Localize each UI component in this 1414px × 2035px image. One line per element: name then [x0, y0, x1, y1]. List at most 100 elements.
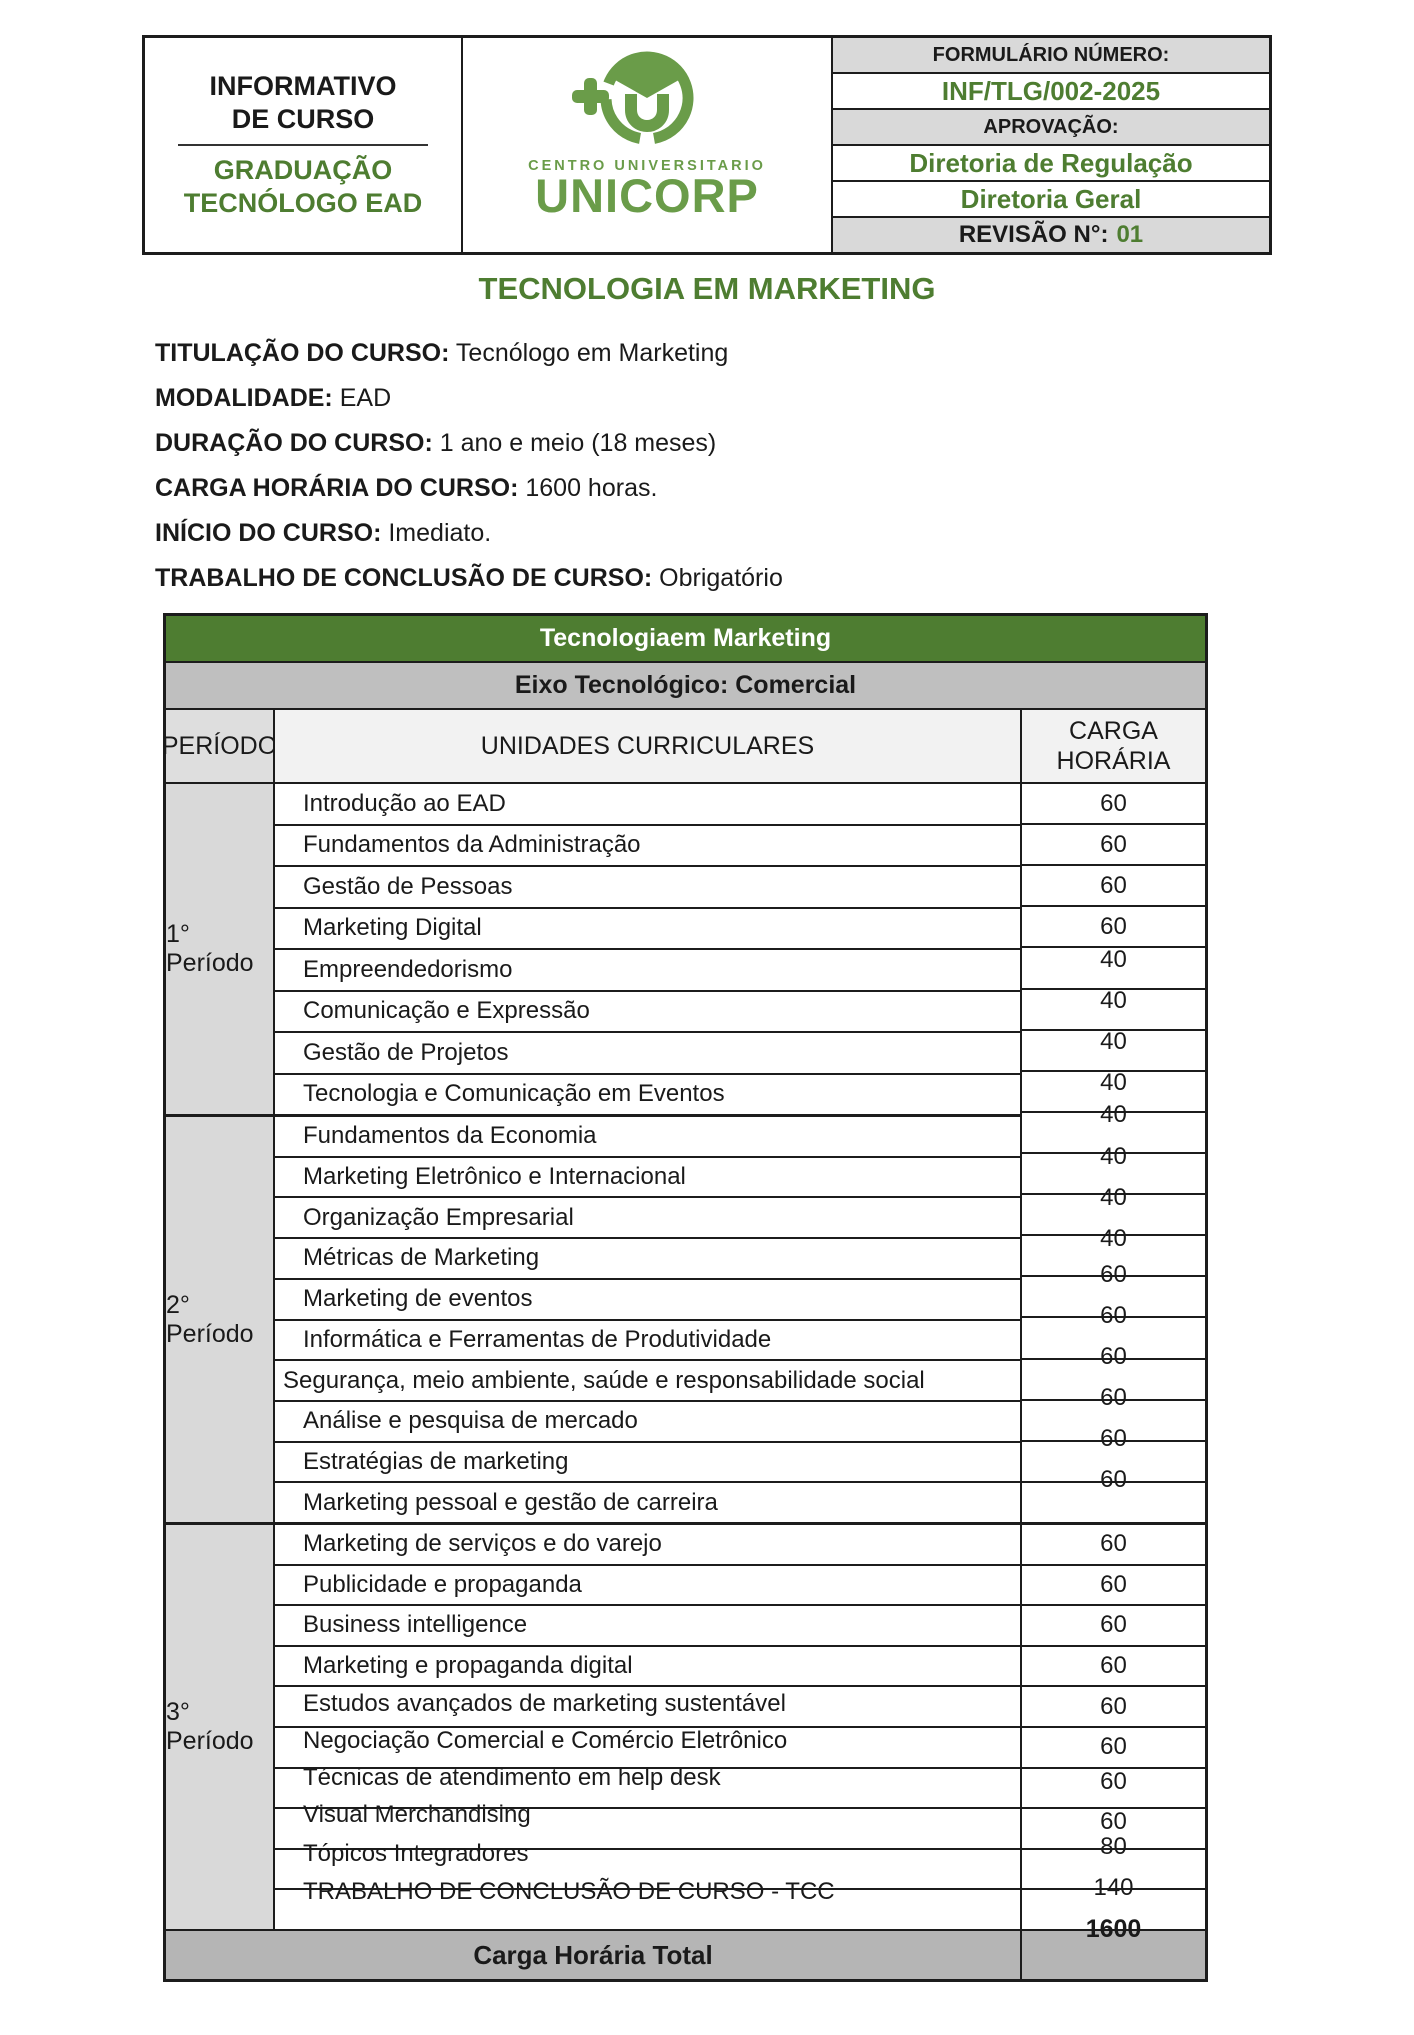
hours-cell: 60 [1022, 1685, 1205, 1726]
logo-subtitle: CENTRO UNIVERSITARIO [528, 158, 766, 174]
hours-value: 80 [1100, 1833, 1127, 1861]
subject-label: Técnicas de atendimento em help desk [303, 1763, 721, 1791]
curriculum-banner: Tecnologiaem Marketing [166, 616, 1205, 661]
hours-cell: 60 [1022, 864, 1205, 905]
subject-row: Marketing e propaganda digital [275, 1644, 1020, 1686]
subject-row: Tópicos Integradores [275, 1840, 1020, 1889]
info-label: TRABALHO DE CONCLUSÃO DE CURSO: [155, 564, 653, 592]
hours-cell: 40 [1022, 946, 1205, 987]
subject-row: Análise e pesquisa de mercado [275, 1399, 1020, 1441]
curriculum-axis-row: Eixo Tecnológico: Comercial [166, 661, 1205, 708]
period-column: 1° Período 2° Período 3° Período [166, 784, 275, 1929]
info-label: INÍCIO DO CURSO: [155, 519, 382, 547]
info-value: Tecnólogo em Marketing [455, 339, 729, 367]
period-cell-3: 3° Período [166, 1522, 273, 1929]
hours-cell: 60 [1022, 1425, 1205, 1481]
info-label: MODALIDADE: [155, 384, 333, 412]
subject-label: Gestão de Pessoas [303, 872, 513, 900]
subject-row: Métricas de Marketing [275, 1237, 1020, 1278]
hours-cell: 60 [1022, 1807, 1205, 1848]
hours-value: 60 [1100, 1466, 1127, 1494]
header-left-cell: INFORMATIVO DE CURSO GRADUAÇÃO TECNÓLOGO… [145, 38, 463, 252]
subject-row: Visual Merchandising [275, 1801, 1020, 1848]
header-doc-type-line2: DE CURSO [231, 104, 375, 134]
hours-cell: 60 [1022, 905, 1205, 946]
curriculum-body: 1° Período 2° Período 3° Período Introduçã… [166, 782, 1205, 1929]
hours-cell: 40 [1022, 1101, 1205, 1152]
info-line-1: MODALIDADE: EAD [155, 376, 1414, 421]
subject-row: TRABALHO DE CONCLUSÃO DE CURSO - TCC [275, 1878, 1020, 1929]
header-form-cell: FORMULÁRIO NÚMERO: INF/TLG/002-2025 APRO… [833, 38, 1269, 252]
form-approval-value2: Diretoria Geral [960, 183, 1142, 214]
column-header-carga-horaria: CARGA HORÁRIA [1022, 710, 1205, 782]
subject-label: Estratégias de marketing [303, 1447, 569, 1475]
subject-label: Segurança, meio ambiente, saúde e respon… [283, 1366, 925, 1394]
header-logo-cell: CENTRO UNIVERSITARIO UNICORP [463, 38, 833, 252]
info-label: DURAÇÃO DO CURSO: [155, 429, 433, 457]
subject-label: Business intelligence [303, 1611, 528, 1639]
subject-row: Organização Empresarial [275, 1196, 1020, 1237]
hours-cell: 140 [1022, 1874, 1205, 1929]
hours-value: 60 [1100, 912, 1127, 940]
subject-row: Introdução ao EAD [275, 784, 1020, 824]
info-value: 1 ano e meio (18 meses) [439, 429, 717, 457]
hours-block-periods-1-2: 60 60 60 60 40 40 40 40 40 40 40 40 60 60 60 60 60 60 [1022, 784, 1205, 1522]
hours-value: 40 [1100, 1224, 1127, 1252]
curriculum-table: Tecnologiaem Marketing Eixo Tecnológico:… [162, 613, 1208, 1982]
subject-row: Publicidade e propaganda [275, 1563, 1020, 1605]
subject-label: Tópicos Integradores [303, 1840, 529, 1868]
form-number-value-row: INF/TLG/002-2025 [833, 72, 1269, 108]
form-revision-value: 01 [1116, 221, 1144, 248]
subject-row: Business intelligence [275, 1604, 1020, 1645]
subject-row: Estudos avançados de marketing sustentáv… [275, 1685, 1020, 1726]
page-title: TECNOLOGIA EM MARKETING [478, 271, 936, 306]
info-line-3: CARGA HORÁRIA DO CURSO: 1600 horas. [155, 466, 1414, 511]
subject-label: Marketing pessoal e gestão de carreira [303, 1488, 718, 1516]
subject-row: Estratégias de marketing [275, 1440, 1020, 1482]
subject-label: Comunicação e Expressão [303, 997, 590, 1025]
subject-label: Marketing Eletrônico e Internacional [303, 1163, 686, 1191]
hours-cell: 60 [1022, 1384, 1205, 1440]
hours-value: 40 [1100, 1183, 1127, 1211]
subject-row: Marketing de eventos [275, 1277, 1020, 1319]
subject-row: Marketing pessoal e gestão de carreira [275, 1481, 1020, 1522]
subject-row: Fundamentos da Economia [275, 1117, 1020, 1156]
subject-label: Fundamentos da Economia [303, 1122, 597, 1150]
form-revision-label: REVISÃO N°: [958, 221, 1109, 248]
hours-cell: 60 [1022, 1604, 1205, 1645]
subject-row: Empreendedorismo [275, 948, 1020, 990]
subject-row: Negociação Comercial e Comércio Eletrôni… [275, 1725, 1020, 1767]
hours-cell: 60 [1022, 1766, 1205, 1808]
hours-value: 60 [1100, 1343, 1127, 1371]
hours-value: 40 [1100, 987, 1127, 1015]
hours-cell: 60 [1022, 1343, 1205, 1399]
subjects-block-period-3: Marketing de serviços e do varejo Publici… [275, 1522, 1020, 1929]
logo-name: UNICORP [535, 169, 759, 222]
hours-cell: 60 [1022, 1302, 1205, 1357]
header-table: INFORMATIVO DE CURSO GRADUAÇÃO TECNÓLOGO… [142, 35, 1272, 255]
hours-value: 60 [1100, 871, 1127, 899]
subject-label: Publicidade e propaganda [303, 1570, 582, 1598]
subject-label: Marketing de serviços e do varejo [303, 1530, 662, 1558]
curriculum-header-row: PERÍODO UNIDADES CURRICULARES CARGA HORÁ… [162, 708, 1205, 782]
hours-cell: 40 [1022, 1143, 1205, 1193]
subject-row: Fundamentos da Administração [275, 823, 1020, 866]
hours-block-period-3: 60 60 60 60 60 60 60 60 80 140 [1022, 1522, 1205, 1929]
hours-column: 60 60 60 60 40 40 40 40 40 40 40 40 60 60 60 60 60 60 60 60… [1022, 784, 1205, 1929]
subject-label: Organização Empresarial [303, 1203, 574, 1231]
subject-row: Comunicação e Expressão [275, 989, 1020, 1032]
hours-value: 40 [1100, 1101, 1127, 1129]
form-number-label-row: FORMULÁRIO NÚMERO: [833, 38, 1269, 72]
hours-cell: 40 [1022, 1028, 1205, 1070]
header-course-level-line2: TECNÓLOGO EAD [183, 188, 423, 218]
hours-cell: 60 [1022, 1725, 1205, 1767]
hours-cell: 60 [1022, 1644, 1205, 1686]
subject-label: Marketing e propaganda digital [303, 1652, 633, 1680]
subject-label: Marketing de eventos [303, 1285, 533, 1313]
hours-cell: 40 [1022, 1225, 1205, 1275]
total-label: Carga Horária Total [166, 1931, 1022, 1979]
form-number-value: INF/TLG/002-2025 [941, 75, 1161, 106]
subjects-block-period-2: Fundamentos da Economia Marketing Eletrôn… [275, 1114, 1020, 1522]
subject-label: Empreendedorismo [303, 955, 513, 983]
form-approval-value2-row: Diretoria Geral [833, 180, 1269, 216]
